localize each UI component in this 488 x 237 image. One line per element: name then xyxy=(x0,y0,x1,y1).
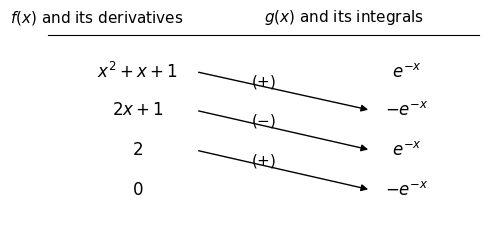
Text: $(+)$: $(+)$ xyxy=(250,73,275,91)
Text: $(+)$: $(+)$ xyxy=(250,152,275,170)
Text: $2x + 1$: $2x + 1$ xyxy=(111,101,163,119)
Text: $-e^{-x}$: $-e^{-x}$ xyxy=(384,181,428,199)
Text: $g(x)$ and its integrals: $g(x)$ and its integrals xyxy=(264,8,423,27)
Text: $e^{-x}$: $e^{-x}$ xyxy=(391,63,421,81)
Text: $e^{-x}$: $e^{-x}$ xyxy=(391,141,421,159)
Text: $2$: $2$ xyxy=(132,141,143,159)
Text: $x^2 + x + 1$: $x^2 + x + 1$ xyxy=(97,62,178,82)
Text: $f(x)$ and its derivatives: $f(x)$ and its derivatives xyxy=(10,9,183,27)
Text: $-e^{-x}$: $-e^{-x}$ xyxy=(384,101,428,119)
Text: $(-)$: $(-)$ xyxy=(250,112,275,130)
Text: $0$: $0$ xyxy=(132,181,143,199)
